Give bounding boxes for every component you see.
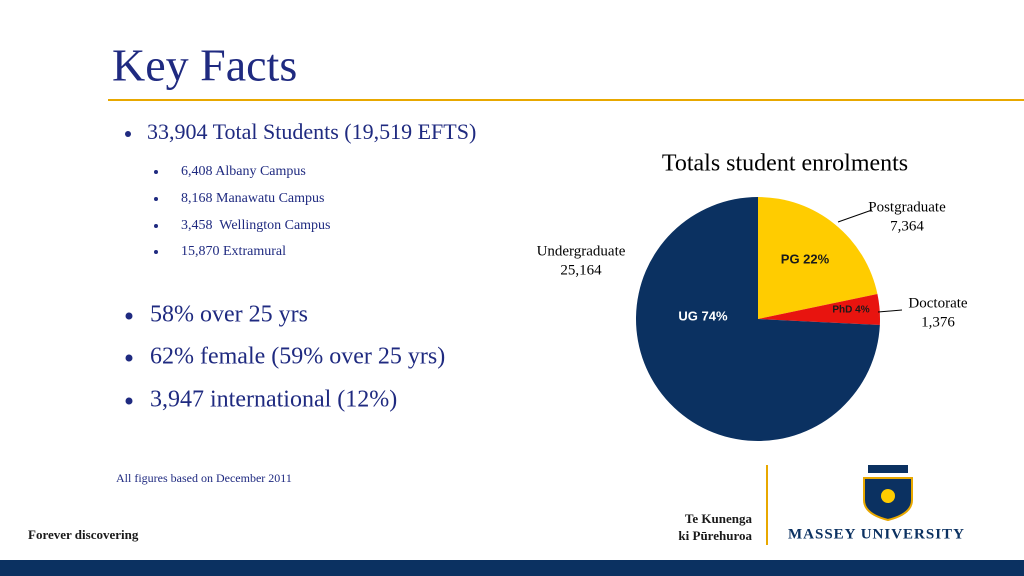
bullet-dot — [154, 250, 158, 254]
footnote: All figures based on December 2011 — [116, 471, 292, 485]
university-name: MASSEY UNIVERSITY — [788, 526, 965, 542]
slice-label: PG 22% — [781, 251, 830, 266]
leader-line — [877, 309, 903, 313]
title: Key Facts — [112, 40, 297, 91]
slice-label: PhD 4% — [832, 305, 869, 316]
bullet: 3,947 international (12%) — [150, 387, 397, 413]
bullet-dot — [125, 354, 133, 362]
bullet: 58% over 25 yrs — [150, 302, 308, 328]
sub-bullet: 6,408 Albany Campus — [181, 164, 306, 179]
sub-bullet: 3,458 Wellington Campus — [181, 218, 331, 233]
value-label: 7,364 — [890, 218, 924, 234]
value-label: 1,376 — [921, 314, 955, 330]
footer-bar — [0, 560, 1024, 576]
category-label: Postgraduate — [868, 199, 946, 215]
pie-slice — [758, 294, 880, 325]
bullet-dot — [125, 397, 133, 405]
leader-line — [837, 209, 873, 223]
pie-slice — [758, 197, 878, 319]
bullet: 62% female (59% over 25 yrs) — [150, 344, 445, 370]
bullet-dot — [154, 170, 158, 174]
maori-name: ki Pūrehuroa — [678, 528, 752, 543]
sub-bullet: 15,870 Extramural — [181, 244, 286, 259]
category-label: Undergraduate — [537, 243, 626, 259]
slice-label: UG 74% — [678, 308, 728, 323]
tagline: Forever discovering — [28, 527, 139, 542]
pie-chart: PG 22% Postgraduate 7,364 PhD 4% Doctorate 1,… — [537, 197, 968, 441]
maori-name: Te Kunenga — [685, 511, 753, 526]
bullet-dot — [154, 197, 158, 201]
crest — [863, 465, 913, 522]
crest-sun — [881, 489, 895, 503]
bullets: 58% over 25 yrs 62% female (59% over 25 … — [125, 302, 445, 413]
bullet-dot — [125, 312, 133, 320]
main-bullet: 33,904 Total Students (19,519 EFTS) — [147, 119, 476, 144]
category-label: Doctorate — [908, 295, 967, 311]
bullet-dot — [154, 224, 158, 228]
bullet-dot — [125, 131, 131, 137]
crest-top — [868, 465, 908, 473]
sub-bullet: 8,168 Manawatu Campus — [181, 191, 324, 206]
sub-bullets: 6,408 Albany Campus 8,168 Manawatu Campu… — [154, 164, 331, 259]
value-label: 25,164 — [560, 262, 602, 278]
pie-slice — [635, 197, 880, 441]
chart-title: Totals student enrolments — [662, 151, 908, 177]
